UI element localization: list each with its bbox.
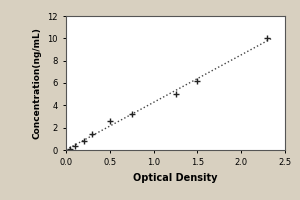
X-axis label: Optical Density: Optical Density (133, 173, 218, 183)
Y-axis label: Concentration(ng/mL): Concentration(ng/mL) (33, 27, 42, 139)
